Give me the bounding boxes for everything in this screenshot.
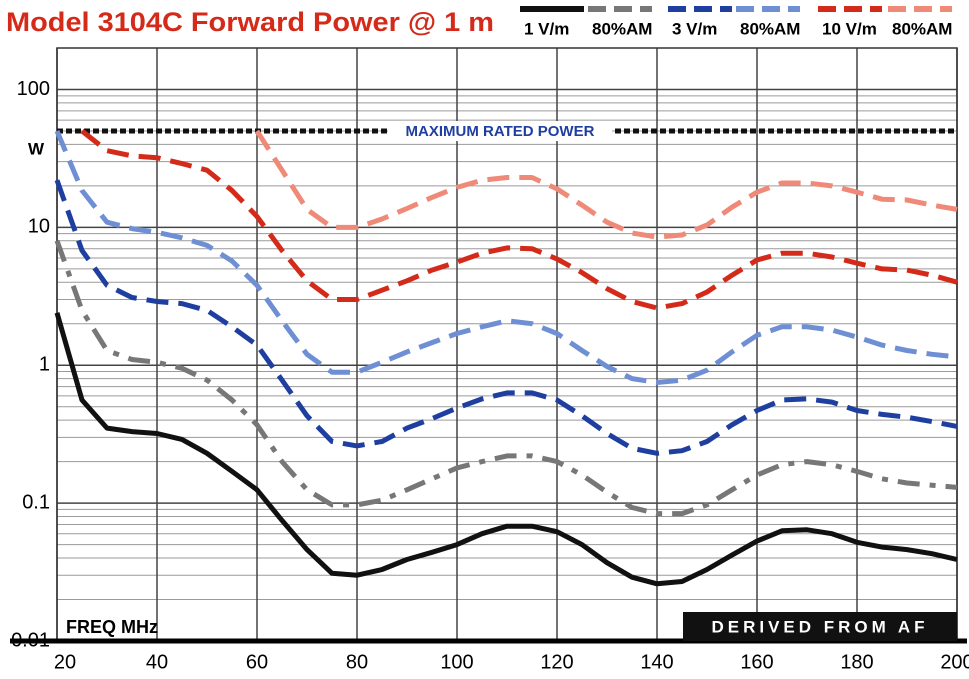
- annotation-box: [683, 612, 957, 641]
- series-line: [254, 129, 958, 240]
- x-tick-label: 40: [146, 651, 168, 673]
- x-tick-label: 60: [246, 651, 268, 673]
- series-line: [54, 179, 958, 456]
- series-line: [80, 129, 958, 311]
- legend-label: 80%AM: [740, 19, 800, 38]
- x-tick-label: 80: [346, 651, 368, 673]
- x-tick-label: 120: [540, 651, 573, 673]
- x-tick-label: 180: [840, 651, 873, 673]
- x-tick-label: 100: [440, 651, 473, 673]
- series-line: [54, 239, 958, 517]
- x-tick-label: 140: [640, 651, 673, 673]
- series-line: [54, 130, 958, 385]
- x-tick-label: 200: [940, 651, 969, 673]
- chart-title: Model 3104C Forward Power @ 1 m: [6, 7, 494, 37]
- x-tick-label: 160: [740, 651, 773, 673]
- x-tick-label: 20: [54, 651, 76, 673]
- annotation: DERIVED FROM AF: [711, 617, 928, 636]
- legend-label: 80%AM: [892, 19, 952, 38]
- y-axis-label: W: [28, 139, 45, 158]
- series-line: [54, 312, 958, 587]
- y-tick-label: 0.1: [22, 491, 50, 513]
- y-tick-label: 100: [17, 78, 50, 100]
- reference-label-bg: [388, 121, 612, 142]
- reference-label: MAXIMUM RATED POWER: [406, 123, 595, 140]
- legend-label: 80%AM: [592, 19, 652, 38]
- legend-label: 10 V/m: [822, 19, 877, 38]
- y-tick-label: 1: [39, 354, 50, 376]
- legend-label: 1 V/m: [524, 19, 569, 38]
- y-tick-label: 10: [28, 216, 50, 238]
- legend-label: 3 V/m: [672, 19, 717, 38]
- x-axis-label: FREQ MHz: [66, 617, 158, 637]
